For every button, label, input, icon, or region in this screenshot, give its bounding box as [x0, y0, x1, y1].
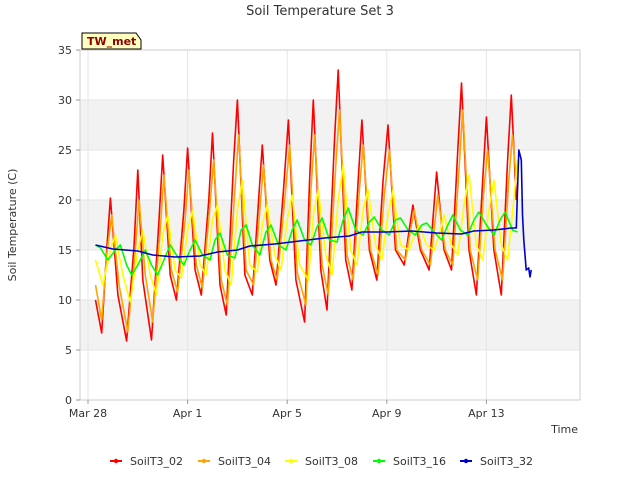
y-axis-ticks: 0 5 10 15 20 25 30 35 [58, 44, 80, 407]
legend-marker [288, 458, 294, 464]
y-tick-label: 0 [65, 394, 72, 407]
x-axis-label: Time [550, 423, 578, 436]
series-line-soilt3-04 [94, 109, 518, 333]
series-lines [94, 69, 532, 342]
y-tick-label: 20 [58, 194, 72, 207]
legend-item-soilt3-02: SoilT3_02 [110, 455, 183, 468]
x-tick-label: Apr 13 [468, 407, 505, 420]
legend-label: SoilT3_04 [218, 455, 271, 468]
series-line-soilt3-08 [94, 159, 519, 303]
x-tick-label: Apr 1 [173, 407, 203, 420]
legend-item-soilt3-32: SoilT3_32 [460, 455, 533, 468]
legend-label: SoilT3_16 [393, 455, 446, 468]
legend-marker [463, 458, 469, 464]
y-tick-label: 15 [58, 244, 72, 257]
site-badge-box [81, 32, 142, 50]
legend-item-soilt3-04: SoilT3_04 [198, 455, 271, 468]
y-tick-label: 30 [58, 94, 72, 107]
site-badge: TW_met [81, 32, 142, 50]
series-line-soilt3-32 [95, 149, 532, 278]
x-tick-label: Apr 9 [372, 407, 402, 420]
legend-marker [113, 458, 119, 464]
legend-marker [201, 458, 207, 464]
legend-label: SoilT3_02 [130, 455, 183, 468]
legend: SoilT3_02 SoilT3_04 SoilT3_08 SoilT3_16 Soil… [110, 455, 533, 468]
plot-frame [79, 49, 581, 401]
legend-item-soilt3-08: SoilT3_08 [285, 455, 358, 468]
chart-title: Soil Temperature Set 3 [246, 4, 394, 19]
y-tick-label: 25 [58, 144, 72, 157]
y-tick-label: 10 [58, 294, 72, 307]
legend-item-soilt3-16: SoilT3_16 [373, 455, 446, 468]
legend-marker [376, 458, 382, 464]
legend-label: SoilT3_32 [480, 455, 533, 468]
x-tick-label: Mar 28 [69, 407, 107, 420]
grid-band [80, 100, 580, 150]
y-axis-label: Soil Temperature (C) [6, 169, 19, 282]
x-tick-label: Apr 5 [272, 407, 302, 420]
y-tick-label: 35 [58, 44, 72, 57]
site-badge-label: TW_met [87, 35, 136, 48]
x-axis-ticks: Mar 28 Apr 1 Apr 5 Apr 9 Apr 13 [69, 400, 505, 420]
y-tick-label: 5 [65, 344, 72, 357]
legend-label: SoilT3_08 [305, 455, 358, 468]
grid-band [80, 300, 580, 350]
